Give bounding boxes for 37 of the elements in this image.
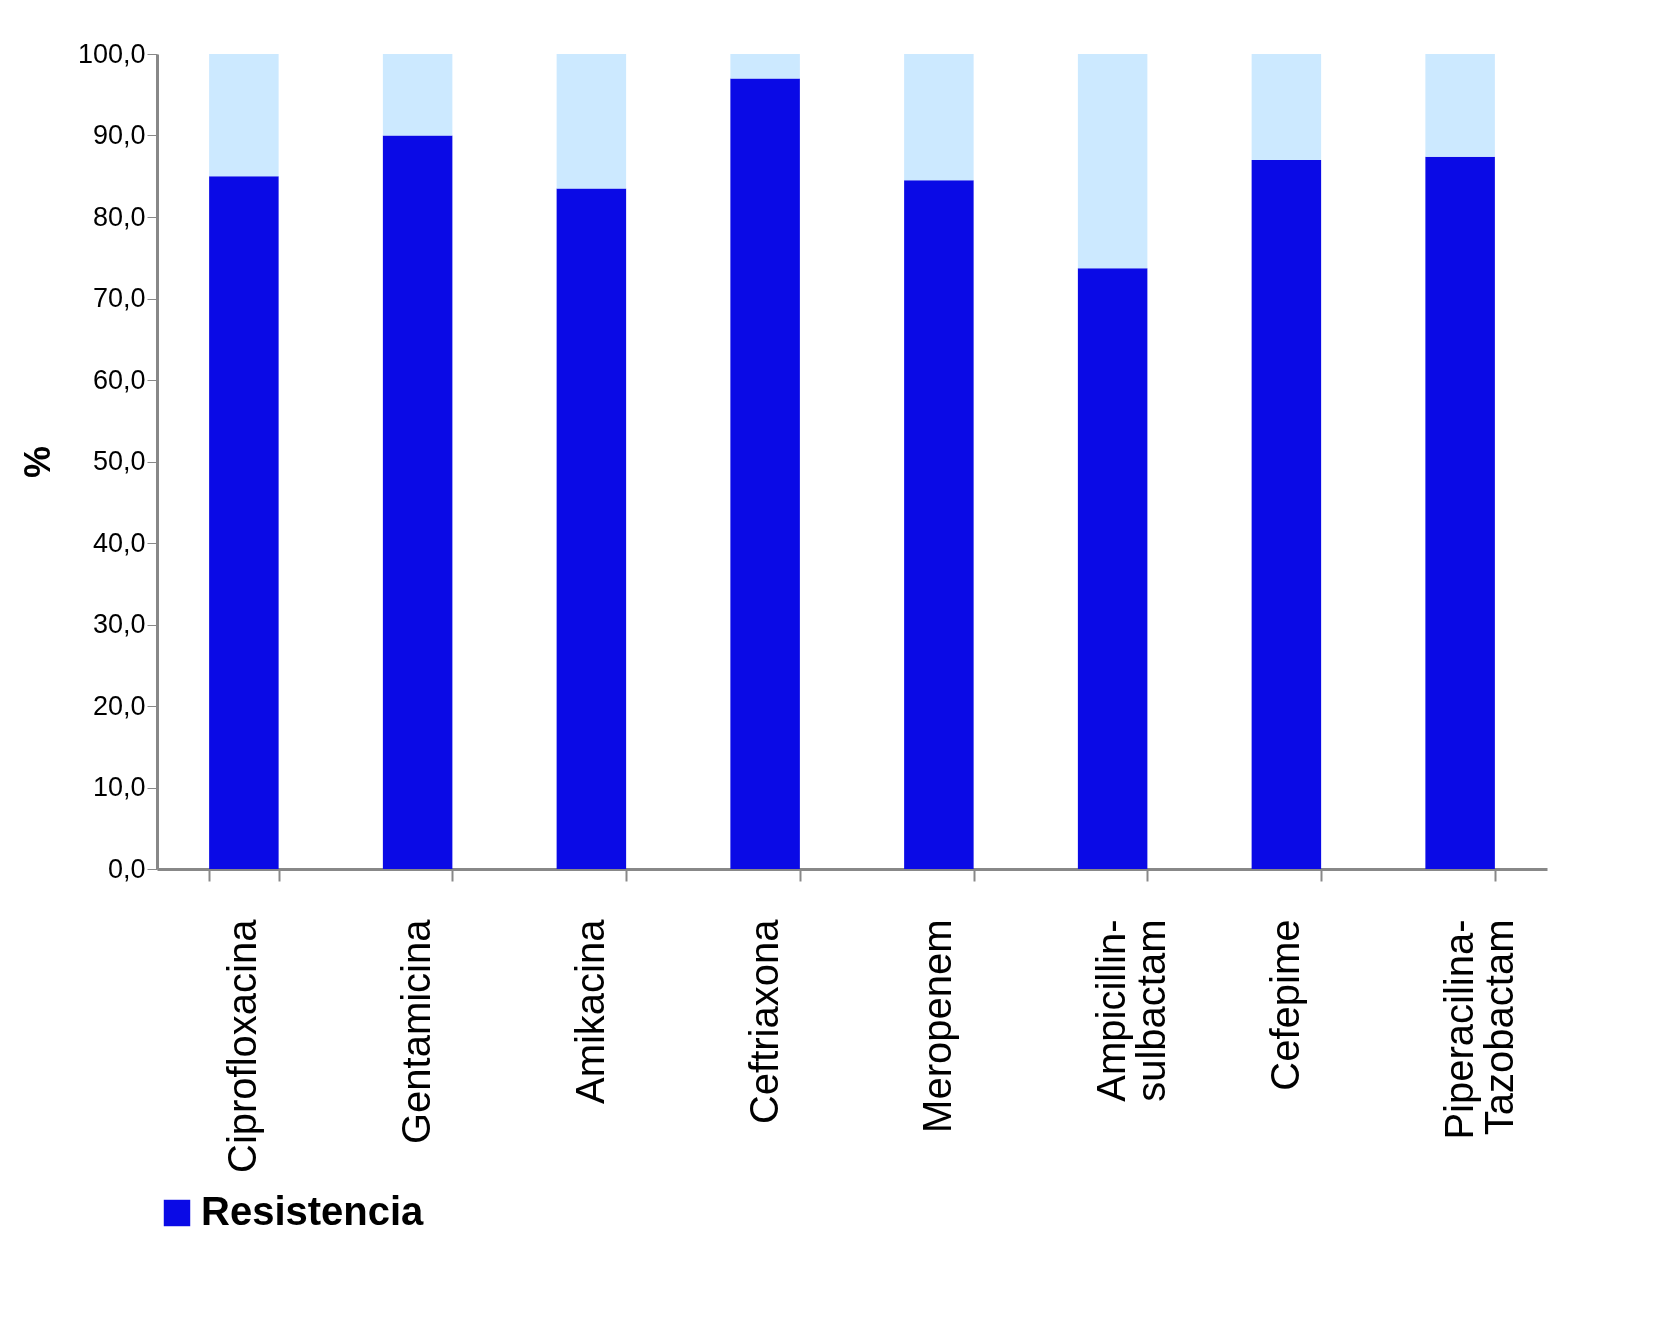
- y-tick-label: 90,0: [92, 120, 146, 150]
- x-tick-label: Ciprofloxacina: [220, 918, 265, 1173]
- bar: [904, 180, 974, 869]
- bar: [1251, 54, 1322, 160]
- bar: [730, 78, 800, 869]
- x-tick-label: Amikacina: [567, 918, 612, 1105]
- x-tick-label: Ceftriaxona: [741, 918, 786, 1125]
- y-tick-label: 40,0: [92, 527, 146, 558]
- x-tick-label: Cefepime: [1262, 919, 1307, 1091]
- bar: [1077, 268, 1148, 869]
- bar: [556, 188, 627, 869]
- x-tick-label: Meropenem: [915, 919, 960, 1133]
- bar: [209, 54, 279, 177]
- y-tick-label: 10,0: [92, 772, 146, 802]
- bar: [904, 54, 974, 181]
- bar: [1425, 54, 1495, 157]
- bar: [556, 54, 627, 189]
- bar: [1077, 54, 1148, 269]
- y-tick-label: 50,0: [92, 446, 146, 476]
- bar: [1251, 159, 1322, 869]
- bar: [1425, 156, 1495, 869]
- x-tick-label: Piperacilina- Tazobactam: [1436, 919, 1521, 1140]
- y-tick-label: 0,0: [107, 853, 146, 884]
- y-tick-label: 20,0: [92, 690, 146, 721]
- x-tick-label: Ampicillin- sulbactam: [1089, 919, 1174, 1102]
- bar: [382, 54, 453, 136]
- y-tick-label: 70,0: [92, 283, 146, 313]
- bar: [382, 135, 453, 869]
- bar: [209, 176, 279, 869]
- y-tick-label: 30,0: [92, 609, 146, 639]
- y-tick-label: 100,0: [77, 38, 146, 69]
- y-tick-label: 80,0: [92, 201, 146, 232]
- x-tick-label: Gentamicina: [394, 918, 439, 1145]
- y-tick-label: 60,0: [92, 364, 146, 395]
- bar: [730, 54, 800, 79]
- legend-label: Resistencia: [201, 1189, 425, 1233]
- y-axis-title: %: [16, 445, 58, 479]
